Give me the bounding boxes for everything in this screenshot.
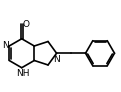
Text: O: O [22,20,29,29]
Text: NH: NH [16,69,29,78]
Text: N: N [2,41,8,51]
Text: N: N [53,55,60,64]
